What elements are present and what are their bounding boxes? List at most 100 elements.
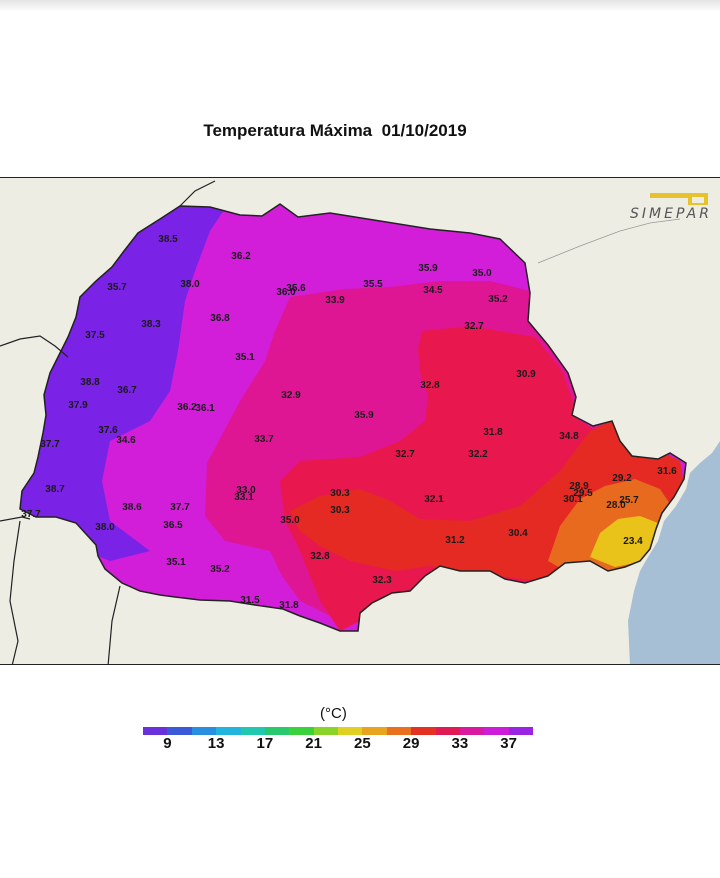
border-paraguay-north (0, 335, 69, 358)
station-value: 35.5 (363, 279, 383, 290)
station-value: 37.5 (85, 330, 105, 341)
station-value: 38.5 (158, 234, 178, 245)
station-value: 38.0 (95, 522, 115, 533)
road-line (537, 218, 681, 264)
station-value: 33.0 (236, 485, 256, 496)
station-value: 38.6 (122, 502, 142, 513)
station-value: 37.9 (68, 400, 88, 411)
legend-swatch (508, 727, 533, 735)
border-santa-catarina-west (107, 585, 121, 664)
station-value: 33.1 (234, 492, 254, 503)
station-value: 36.1 (195, 403, 215, 414)
legend-swatch (240, 727, 265, 735)
station-value: 37.7 (21, 509, 41, 520)
station-value: 31.2 (445, 535, 465, 546)
station-value: 36.5 (163, 520, 183, 531)
station-value: 29.5 (573, 488, 593, 499)
station-value: 37.7 (40, 439, 60, 450)
station-value: 32.2 (468, 449, 488, 460)
station-value: 33.7 (254, 434, 274, 445)
legend-swatch (143, 727, 168, 735)
station-value: 32.1 (424, 494, 444, 505)
station-value: 37.6 (98, 425, 118, 436)
legend-tick-label: 29 (402, 735, 420, 752)
map-title: Temperatura Máxima 01/10/2019 (203, 121, 467, 140)
station-value: 35.9 (418, 263, 438, 274)
station-values: 38.5 36.2 38.0 35.7 36.035.6 33.9 35.5 35.9 35.0… (21, 234, 677, 611)
station-value: 31.5 (240, 595, 260, 606)
station-value: 34.6 (116, 435, 136, 446)
legend-swatch (191, 727, 217, 735)
station-value: 30.3 (330, 488, 350, 499)
border-mato-grosso (179, 180, 216, 207)
legend-unit: (°C) (320, 705, 347, 722)
temperature-zones (20, 204, 686, 631)
station-value: 32.3 (372, 575, 392, 586)
station-value: 36.2 (177, 402, 197, 413)
station-value: 35.0 (280, 515, 300, 526)
station-value: 35.7 (107, 282, 127, 293)
station-value: 32.7 (464, 321, 484, 332)
station-value: 33.9 (325, 295, 345, 306)
station-value: 30.9 (516, 369, 536, 380)
station-value: 35.1 (166, 557, 186, 568)
legend-swatch (167, 727, 192, 735)
legend-swatch (459, 727, 485, 735)
legend-tick-label: 9 (163, 735, 172, 752)
station-value: 36.8 (210, 313, 230, 324)
legend-ticks: 9 13 17 21 25 29 33 37 (143, 735, 533, 755)
station-value: 36.7 (117, 385, 137, 396)
station-value: 35.9 (354, 410, 374, 421)
legend-tick-label: 33 (451, 735, 469, 752)
legend-swatch (484, 727, 509, 735)
station-value: 28.9 (569, 481, 589, 492)
map-canvas: 38.5 36.2 38.0 35.7 36.035.6 33.9 35.5 35.9 35.0… (0, 178, 720, 664)
legend-swatch (289, 727, 314, 735)
legend-tick-label: 25 (354, 735, 371, 752)
station-value: 34.5 (423, 285, 443, 296)
station-value: 35.2 (210, 564, 230, 575)
station-value: 29.2 (612, 473, 632, 484)
station-value: 35.2 (488, 294, 508, 305)
station-value: 31.8 (279, 600, 299, 611)
station-value: 31.6 (657, 466, 677, 477)
map-frame: 38.5 36.2 38.0 35.7 36.0 35.6 33.9 35.5 35.9 35.0… (0, 177, 720, 665)
station-value: 38.3 (141, 319, 161, 330)
legend-swatch (411, 727, 436, 735)
station-value: 36.2 (231, 251, 251, 262)
simepar-logo-icon (650, 193, 708, 205)
station-value: 28.0 (606, 500, 626, 511)
station-value: 32.9 (281, 390, 301, 401)
legend-swatch (264, 727, 290, 735)
station-value: 38.7 (45, 484, 65, 495)
station-value: 30.1 (563, 494, 583, 505)
state-outline (19, 203, 687, 632)
zone-yellow (590, 516, 660, 567)
station-value: 34.8 (559, 431, 579, 442)
station-value: 32.8 (420, 380, 440, 391)
station-value: 30.3 (330, 505, 350, 516)
station-value: 32.7 (395, 449, 415, 460)
station-value: 35.6 (286, 283, 306, 294)
station-value: 31.8 (483, 427, 503, 438)
border-argentina (9, 520, 21, 664)
legend-tick-label: 21 (305, 735, 322, 752)
station-value: 35.1 (235, 352, 255, 363)
station-value: 25.7 (619, 495, 639, 506)
station-value: 23.4 (623, 536, 643, 547)
legend-swatch (435, 727, 460, 735)
ocean (628, 441, 720, 664)
legend-swatch (216, 727, 241, 735)
legend-tick-label: 17 (256, 735, 274, 752)
border-west (0, 516, 31, 522)
legend-swatch (362, 727, 387, 735)
station-value: 32.8 (310, 551, 330, 562)
legend-swatch (313, 727, 338, 735)
legend-color-bar (143, 727, 533, 735)
legend-swatch (386, 727, 412, 735)
station-value: 35.0 (472, 268, 492, 279)
legend-tick-label: 13 (207, 735, 225, 752)
station-value: 36.0 (276, 287, 296, 298)
legend-swatch (338, 727, 363, 735)
legend-tick-label: 37 (500, 735, 517, 752)
